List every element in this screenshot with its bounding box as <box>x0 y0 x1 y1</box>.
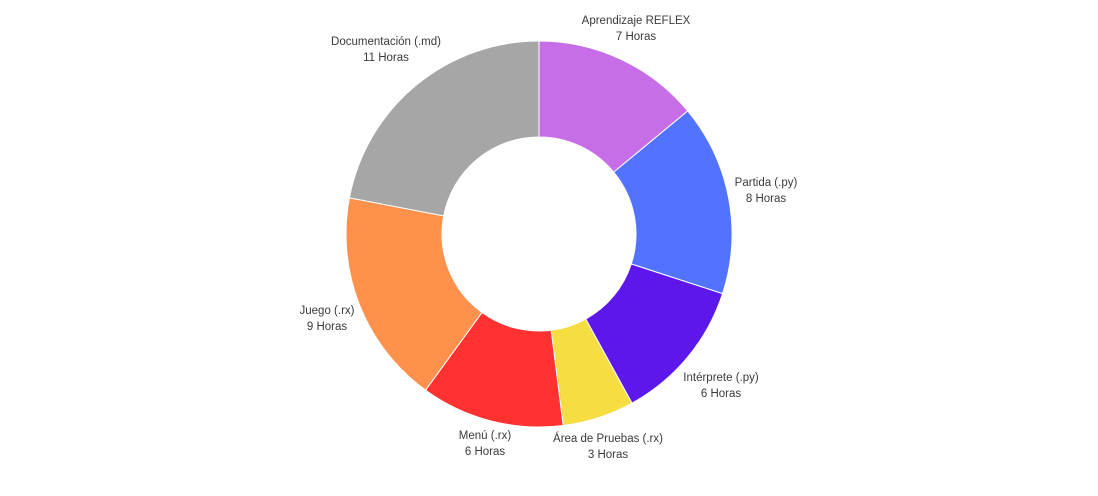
slice-label-name: Área de Pruebas (.rx) <box>553 432 663 445</box>
slices-layer <box>345 40 733 428</box>
slice-label-name: Juego (.rx) <box>300 305 355 317</box>
slice-label-area-de-pruebas-rx: Área de Pruebas (.rx) 3 Horas <box>553 432 663 461</box>
labels-layer: Aprendizaje REFLEX 7 Horas Partida (.py) 8 … <box>300 15 798 461</box>
slice-label-value: 6 Horas <box>465 446 506 458</box>
slice-label-value: 11 Horas <box>363 52 409 64</box>
slice-label-partida-py: Partida (.py) 8 Horas <box>735 177 798 205</box>
slice-label-juego-rx: Juego (.rx) 9 Horas <box>300 305 355 333</box>
slice-label-name: Documentación (.md) <box>331 36 441 48</box>
slice-label-name: Aprendizaje REFLEX <box>582 15 691 27</box>
slice-documentacion-md[interactable] <box>348 40 540 217</box>
slice-label-menu-rx: Menú (.rx) 6 Horas <box>459 430 512 458</box>
slice-label-value: 9 Horas <box>307 321 348 333</box>
slice-juego-rx[interactable] <box>345 197 483 391</box>
slice-label-aprendizaje-reflex: Aprendizaje REFLEX 7 Horas <box>582 15 691 43</box>
slice-label-documentacion-md: Documentación (.md) 11 Horas <box>331 36 441 64</box>
slice-label-value: 8 Horas <box>746 193 787 205</box>
slice-label-name: Partida (.py) <box>735 177 798 189</box>
slice-label-name: Menú (.rx) <box>459 430 512 442</box>
slice-label-value: 3 Horas <box>588 449 629 461</box>
slice-partida-py[interactable] <box>613 110 733 295</box>
slice-label-interprete-py: Intérprete (.py) 6 Horas <box>683 372 759 400</box>
slice-label-value: 7 Horas <box>616 31 657 43</box>
slice-label-name: Intérprete (.py) <box>683 372 759 384</box>
slice-label-value: 6 Horas <box>701 388 742 400</box>
